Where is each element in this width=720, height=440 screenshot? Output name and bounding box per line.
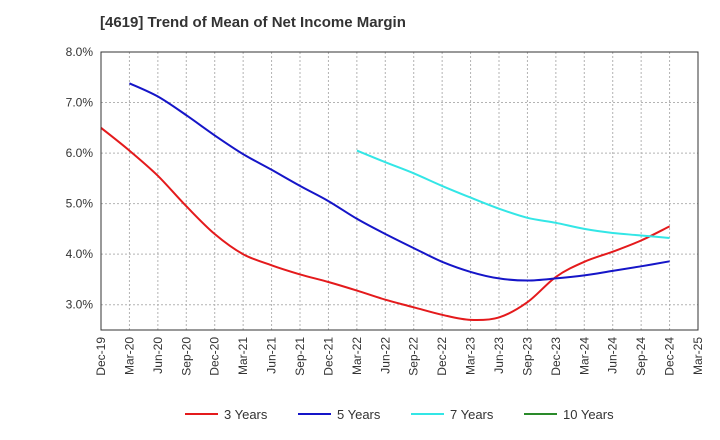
legend-label: 7 Years	[450, 407, 494, 422]
y-tick-label: 5.0%	[66, 197, 94, 211]
x-tick-label: Dec-21	[321, 337, 335, 376]
x-tick-label: Jun-21	[265, 337, 279, 374]
x-tick-label: Jun-22	[378, 337, 392, 374]
x-tick-label: Mar-22	[350, 337, 364, 375]
legend-item-1: 5 Years	[298, 407, 381, 422]
x-tick-label: Jun-20	[151, 337, 165, 374]
x-tick-label: Mar-23	[464, 337, 478, 375]
x-tick-label: Mar-20	[122, 337, 136, 375]
legend-item-2: 7 Years	[411, 407, 494, 422]
plot-area-frame	[100, 51, 699, 331]
x-tick-label: Mar-21	[236, 337, 250, 375]
series-line-0	[100, 127, 671, 322]
legend-item-0: 3 Years	[185, 407, 268, 422]
y-tick-label: 8.0%	[66, 45, 94, 59]
legend-label: 10 Years	[563, 407, 614, 422]
legend-item-3: 10 Years	[524, 407, 614, 422]
x-tick-label: Sep-22	[407, 337, 421, 376]
series-line-1	[128, 82, 670, 282]
x-tick-label: Sep-23	[520, 337, 534, 376]
x-tick-label: Dec-24	[663, 337, 677, 376]
series-lines	[100, 82, 671, 322]
x-tick-label: Jun-24	[606, 337, 620, 374]
x-axis-ticks: Dec-19 Mar-20 Jun-20 Sep-20 Dec-20 Mar-21 Jun-…	[94, 337, 705, 376]
x-tick-label: Mar-24	[577, 337, 591, 375]
legend-label: 5 Years	[337, 407, 381, 422]
y-tick-label: 4.0%	[66, 247, 94, 261]
x-tick-label: Dec-19	[94, 337, 108, 376]
grid-lines	[100, 51, 699, 330]
x-tick-label: Mar-25	[691, 337, 705, 375]
y-tick-label: 3.0%	[66, 298, 94, 312]
series-line-2	[356, 149, 670, 239]
y-tick-label: 6.0%	[66, 146, 94, 160]
x-tick-label: Dec-23	[549, 337, 563, 376]
x-tick-label: Dec-22	[435, 337, 449, 376]
y-axis-ticks: 3.0% 4.0% 5.0% 6.0% 7.0% 8.0%	[66, 45, 94, 312]
x-tick-label: Sep-21	[293, 337, 307, 376]
legend-label: 3 Years	[224, 407, 268, 422]
x-tick-label: Dec-20	[208, 337, 222, 376]
chart-title: [4619] Trend of Mean of Net Income Margi…	[100, 14, 406, 31]
x-tick-label: Jun-23	[492, 337, 506, 374]
y-tick-label: 7.0%	[66, 96, 94, 110]
x-tick-label: Sep-20	[179, 337, 193, 376]
x-tick-label: Sep-24	[634, 337, 648, 376]
legend: 3 Years 5 Years 7 Years 10 Years	[185, 407, 614, 422]
